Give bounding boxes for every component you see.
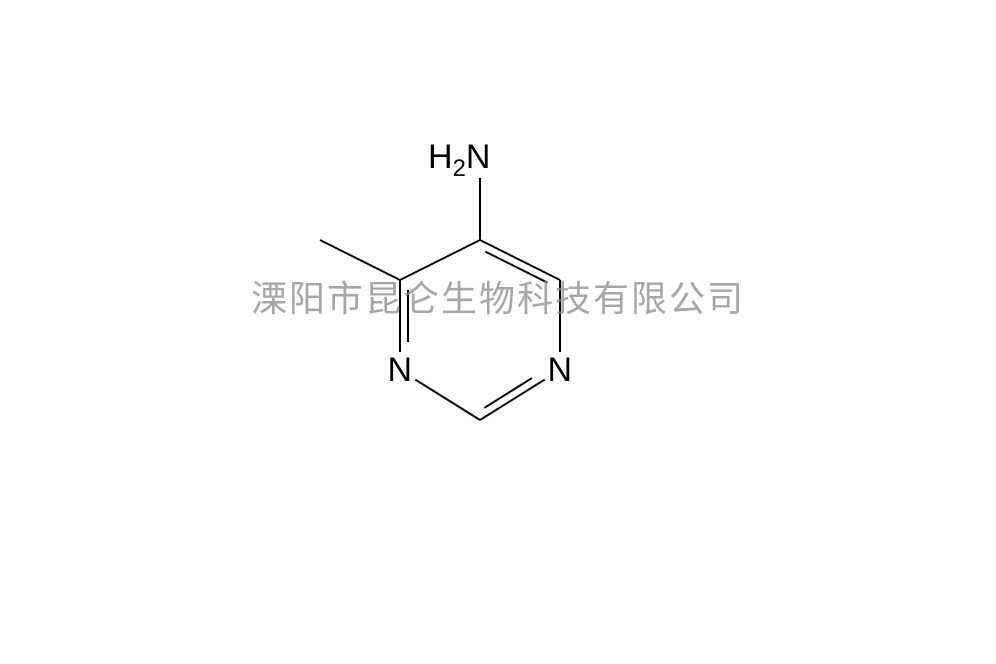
atom-label-N3: N bbox=[388, 351, 413, 390]
molecule-canvas: H2N N N 溧阳市昆仑生物科技有限公司 bbox=[0, 0, 996, 664]
company-watermark: 溧阳市昆仑生物科技有限公司 bbox=[251, 270, 745, 322]
atom-label-N1: N bbox=[548, 351, 573, 390]
atom-label-N_amino: H2N bbox=[428, 138, 490, 183]
molecule-svg bbox=[0, 0, 996, 664]
